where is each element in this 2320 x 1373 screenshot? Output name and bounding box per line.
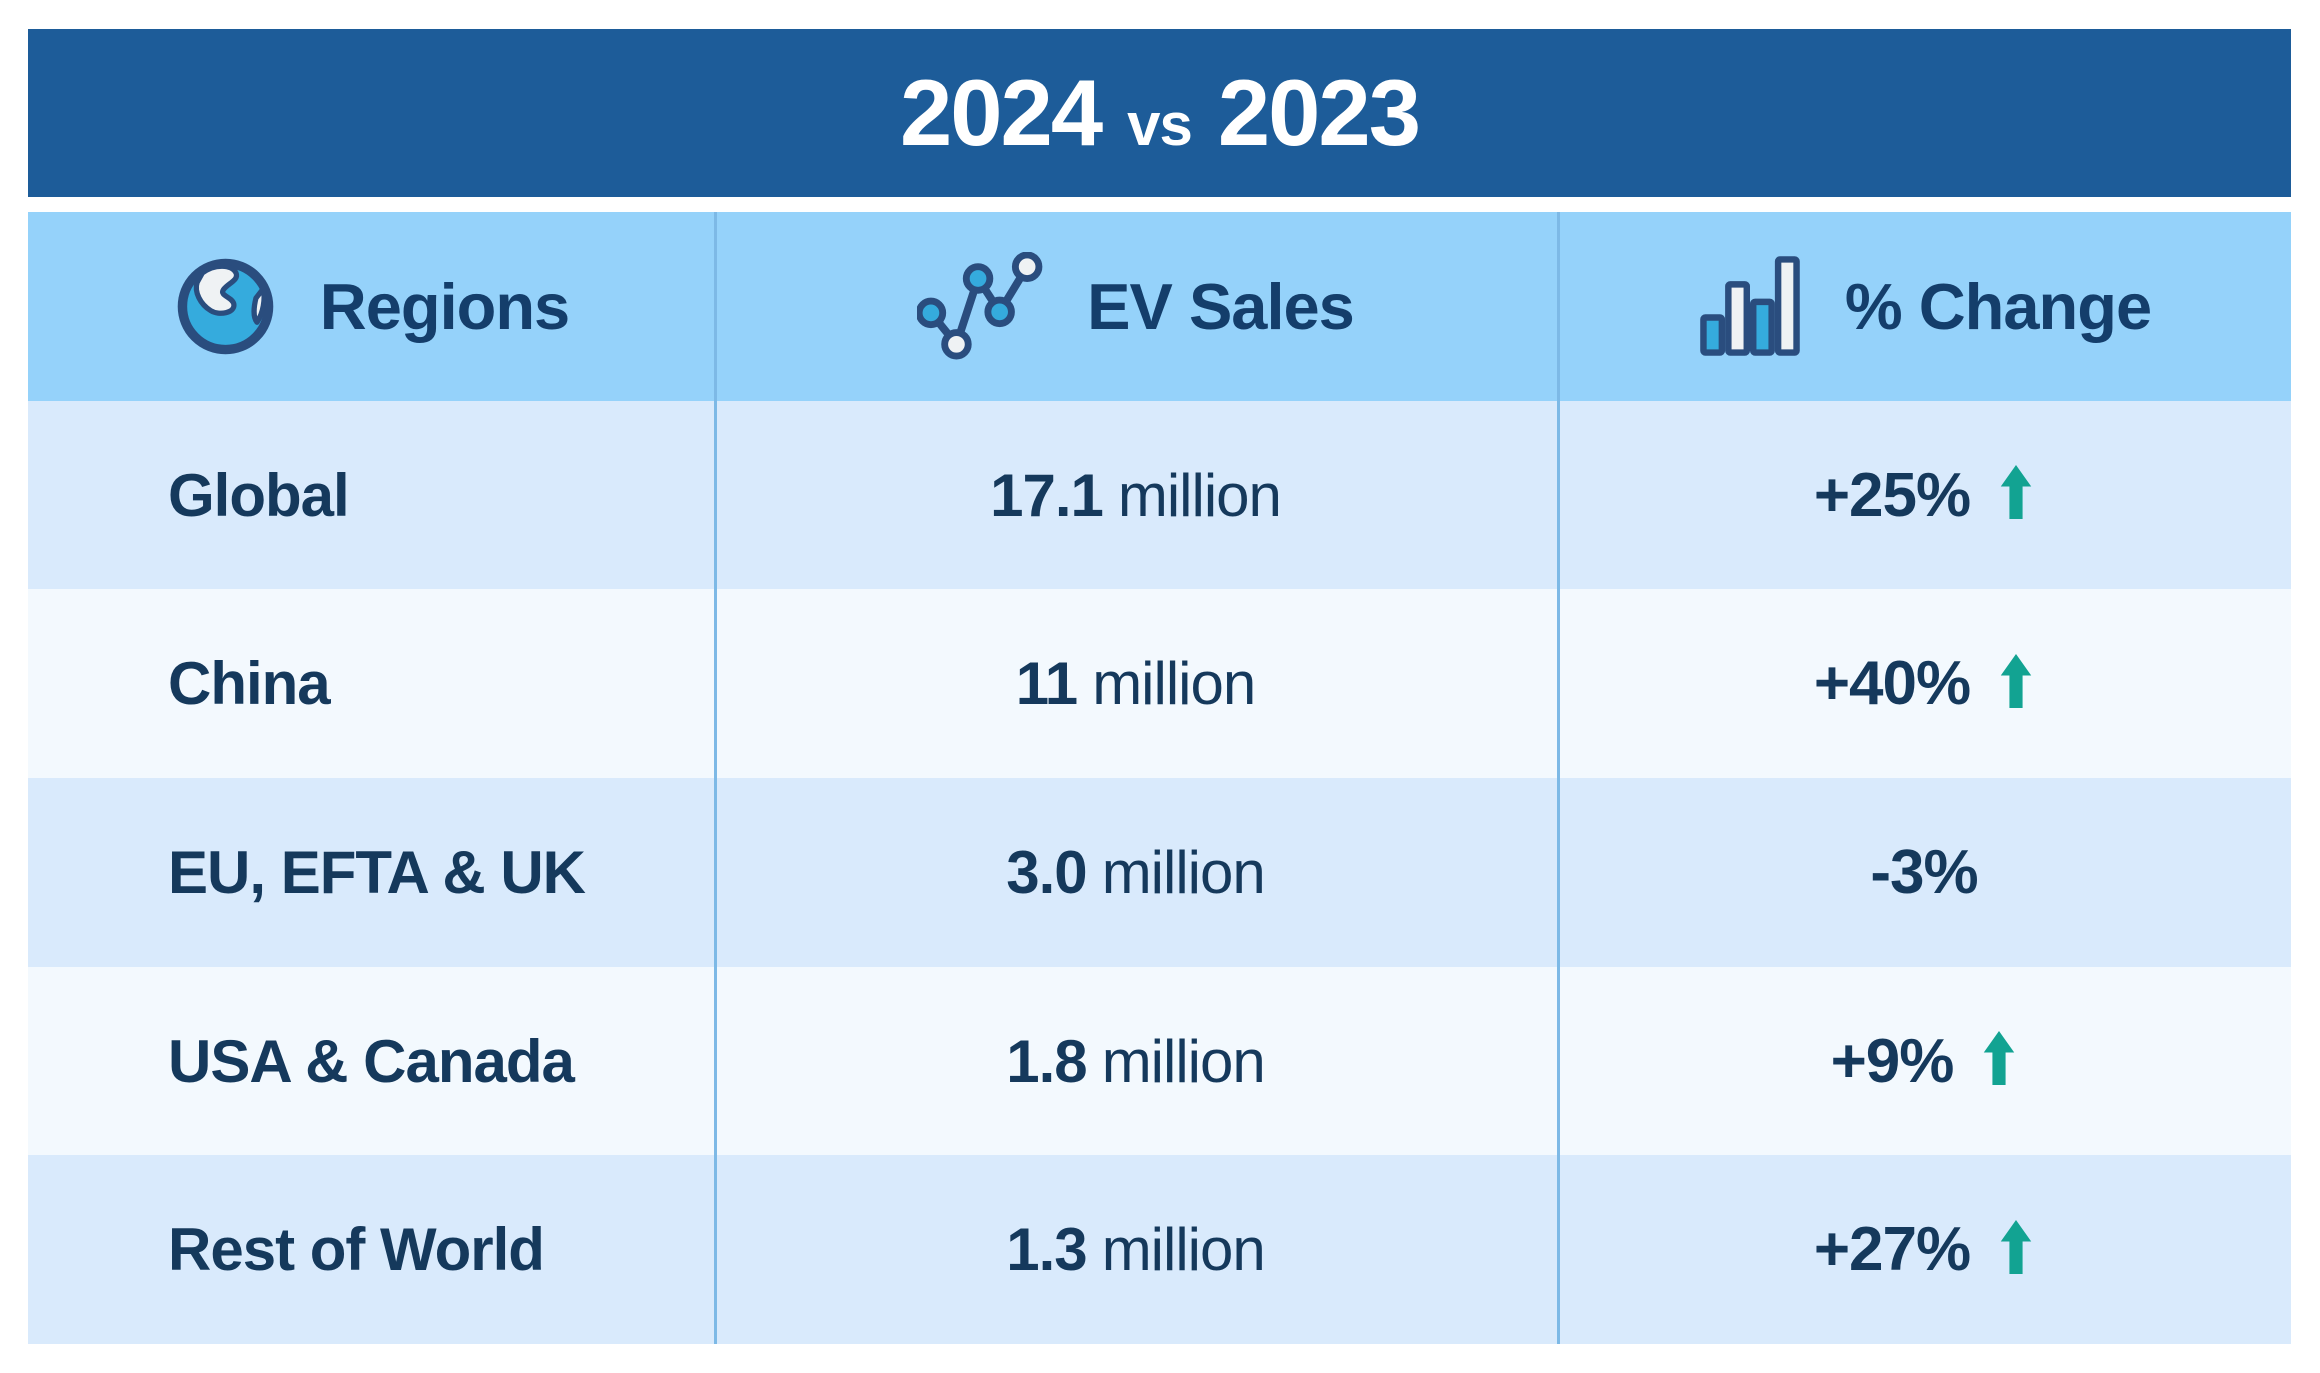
change-cell: +27% [1557, 1155, 2291, 1344]
change-value: +9% [1830, 1026, 1955, 1096]
table-row-usa-canada: USA & Canada 1.8 million +9% [28, 966, 2291, 1156]
region-cell: EU, EFTA & UK [28, 778, 714, 967]
table-row-rest-of-world: Rest of World 1.3 million +27% [28, 1155, 2291, 1345]
sales-value: 11 [1015, 650, 1078, 718]
sales-value: 17.1 [990, 461, 1104, 529]
up-arrow-icon [1998, 653, 2034, 708]
sales-value: 1.8 [1006, 1027, 1087, 1095]
region-name: EU, EFTA & UK [168, 838, 586, 906]
column-divider [714, 212, 717, 1344]
title-year-2024: 2024 [900, 60, 1103, 165]
title-bar: 2024 vs 2023 [28, 29, 2291, 197]
sales-cell: 17.1 million [714, 401, 1557, 590]
sales-value: 1.3 [1006, 1216, 1087, 1284]
change-cell: +25% [1557, 401, 2291, 590]
ev-sales-table: Regions EV Sales [28, 212, 2291, 1345]
region-name: China [168, 650, 331, 718]
header-label-regions: Regions [319, 269, 570, 343]
region-cell: Rest of World [28, 1155, 714, 1344]
header-label-pct-change: % Change [1844, 269, 2152, 343]
sales-unit: million [1117, 461, 1282, 529]
region-name: USA & Canada [168, 1027, 575, 1095]
table-row-china: China 11 million +40% [28, 589, 2291, 779]
sales-unit: million [1101, 1027, 1266, 1095]
up-arrow-icon [1998, 1219, 2034, 1274]
bar-chart-icon [1697, 253, 1803, 359]
title-year-2023: 2023 [1217, 60, 1421, 165]
globe-icon [173, 254, 278, 359]
sales-cell: 11 million [714, 589, 1557, 778]
region-name: Global [168, 461, 350, 529]
change-cell: +9% [1557, 967, 2291, 1156]
sales-cell: 1.8 million [714, 967, 1557, 1156]
change-cell: +40% [1557, 589, 2291, 778]
title-vs: vs [1127, 91, 1193, 158]
up-arrow-icon [1981, 1031, 2017, 1086]
header-cell-ev-sales: EV Sales [714, 212, 1557, 401]
table-row-eu-efta-uk: EU, EFTA & UK 3.0 million -3% [28, 778, 2291, 967]
up-arrow-icon [1998, 465, 2034, 519]
sales-cell: 3.0 million [714, 778, 1557, 967]
change-value: +27% [1813, 1215, 1971, 1285]
region-cell: Global [28, 401, 714, 590]
sales-cell: 1.3 million [714, 1155, 1557, 1344]
column-divider [1557, 212, 1560, 1344]
sales-unit: million [1092, 650, 1256, 718]
header-cell-pct-change: % Change [1557, 212, 2291, 401]
line-chart-icon [917, 252, 1045, 360]
table-row-global: Global 17.1 million +25% [28, 400, 2291, 590]
change-value: +25% [1813, 460, 1971, 530]
header-cell-regions: Regions [28, 212, 714, 401]
region-cell: USA & Canada [28, 967, 714, 1156]
sales-unit: million [1101, 838, 1266, 906]
table-header-row: Regions EV Sales [28, 212, 2291, 401]
region-cell: China [28, 589, 714, 778]
change-value: +40% [1813, 649, 1971, 719]
header-label-ev-sales: EV Sales [1087, 269, 1355, 343]
sales-value: 3.0 [1006, 838, 1087, 906]
change-cell: -3% [1557, 778, 2291, 967]
region-name: Rest of World [168, 1216, 545, 1284]
sales-unit: million [1101, 1216, 1266, 1284]
change-value: -3% [1870, 837, 1978, 907]
